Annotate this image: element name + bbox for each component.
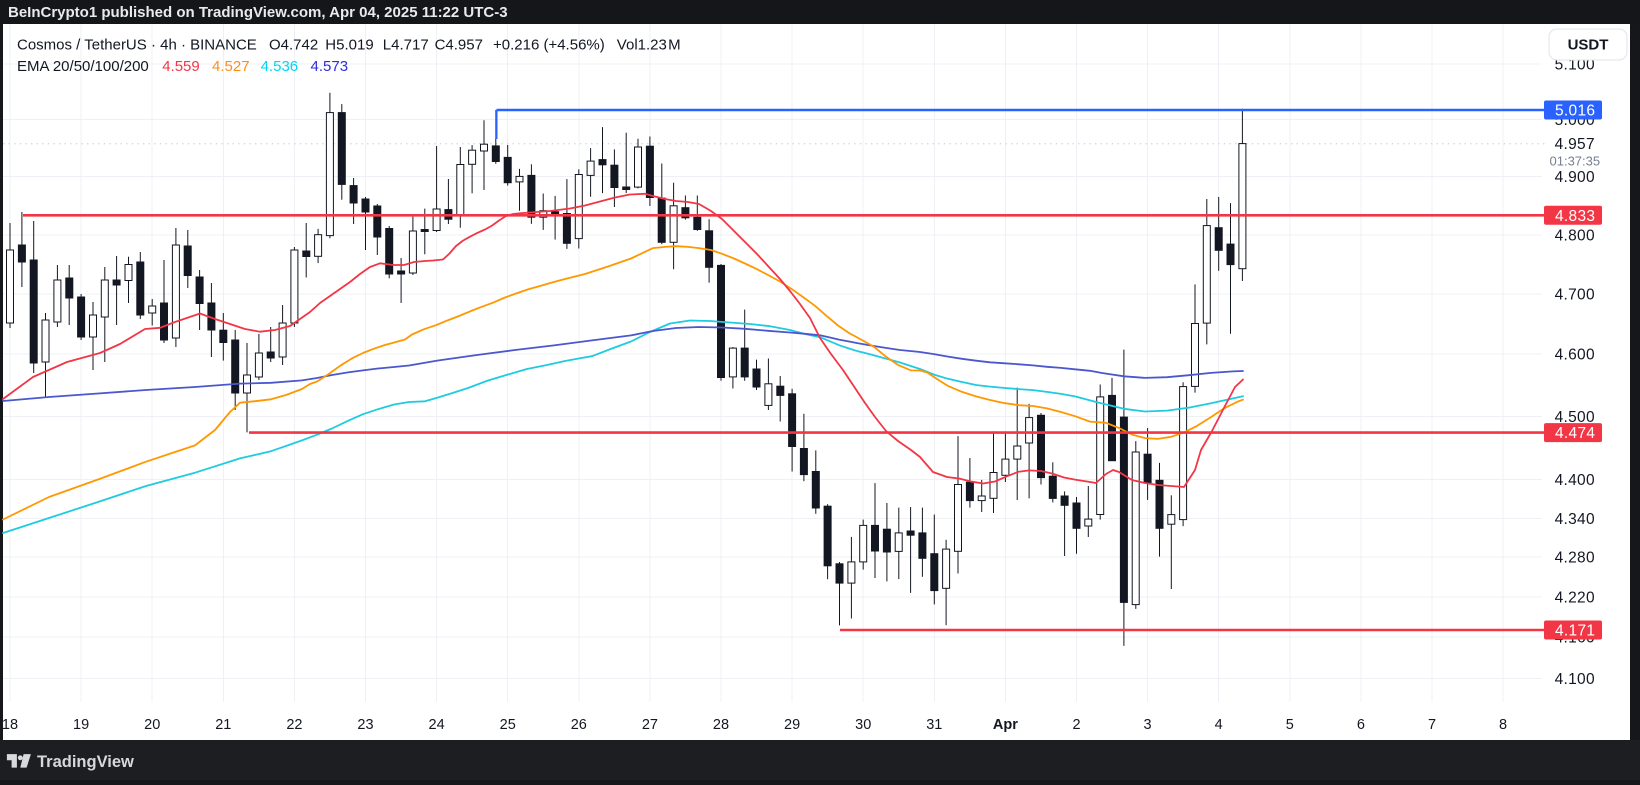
svg-text:5.016: 5.016 <box>1555 103 1595 120</box>
svg-text:4.280: 4.280 <box>1555 550 1595 567</box>
svg-text:2: 2 <box>1072 717 1080 733</box>
svg-text:4.536: 4.536 <box>261 58 299 75</box>
svg-text:31: 31 <box>926 717 942 733</box>
svg-text:7: 7 <box>1428 717 1436 733</box>
svg-text:4.900: 4.900 <box>1555 169 1595 186</box>
svg-text:22: 22 <box>286 717 302 733</box>
svg-text:8: 8 <box>1499 717 1507 733</box>
svg-text:4.600: 4.600 <box>1555 347 1595 364</box>
svg-text:24: 24 <box>429 717 445 733</box>
svg-text:4.340: 4.340 <box>1555 511 1595 528</box>
svg-text:USDT: USDT <box>1568 37 1609 54</box>
svg-text:29: 29 <box>784 717 800 733</box>
svg-text:4.400: 4.400 <box>1555 472 1595 489</box>
svg-text:25: 25 <box>500 717 516 733</box>
svg-text:01:37:35: 01:37:35 <box>1550 154 1601 169</box>
svg-text:20: 20 <box>144 717 160 733</box>
svg-text:4.171: 4.171 <box>1555 623 1595 640</box>
svg-text:TradingView: TradingView <box>37 753 134 771</box>
svg-text:4.700: 4.700 <box>1555 286 1595 303</box>
svg-text:BeInCrypto1 published on Tradi: BeInCrypto1 published on TradingView.com… <box>8 4 508 21</box>
svg-text:4.500: 4.500 <box>1555 409 1595 426</box>
svg-text:30: 30 <box>855 717 871 733</box>
svg-text:4.573: 4.573 <box>311 58 349 75</box>
svg-text:O4.742: O4.742 <box>269 37 318 54</box>
svg-text:26: 26 <box>571 717 587 733</box>
svg-text:19: 19 <box>73 717 89 733</box>
svg-text:+0.216 (+4.56%): +0.216 (+4.56%) <box>493 37 605 54</box>
svg-text:4.220: 4.220 <box>1555 589 1595 606</box>
svg-text:EMA 20/50/100/200: EMA 20/50/100/200 <box>17 58 149 75</box>
svg-text:3: 3 <box>1144 717 1152 733</box>
svg-text:4.474: 4.474 <box>1555 425 1595 442</box>
svg-text:4: 4 <box>1215 717 1223 733</box>
svg-text:4.559: 4.559 <box>162 58 200 75</box>
svg-text:4.957: 4.957 <box>1555 136 1595 153</box>
svg-text:21: 21 <box>215 717 231 733</box>
svg-text:4.833: 4.833 <box>1555 208 1595 225</box>
svg-text:Apr: Apr <box>993 717 1018 733</box>
svg-text:23: 23 <box>357 717 373 733</box>
svg-text:5: 5 <box>1286 717 1294 733</box>
svg-text:6: 6 <box>1357 717 1365 733</box>
svg-text:4.100: 4.100 <box>1555 671 1595 688</box>
svg-text:C4.957: C4.957 <box>435 37 483 54</box>
svg-text:4.527: 4.527 <box>212 58 250 75</box>
svg-text:Vol1.23 M: Vol1.23 M <box>617 37 681 54</box>
svg-text:L4.717: L4.717 <box>383 37 429 54</box>
svg-text:Cosmos / TetherUS · 4h · BINAN: Cosmos / TetherUS · 4h · BINANCE <box>17 37 257 54</box>
svg-text:5.100: 5.100 <box>1555 57 1595 74</box>
svg-text:28: 28 <box>713 717 729 733</box>
svg-text:27: 27 <box>642 717 658 733</box>
svg-text:18: 18 <box>2 717 18 733</box>
svg-text:4.800: 4.800 <box>1555 228 1595 245</box>
svg-text:H5.019: H5.019 <box>325 37 373 54</box>
